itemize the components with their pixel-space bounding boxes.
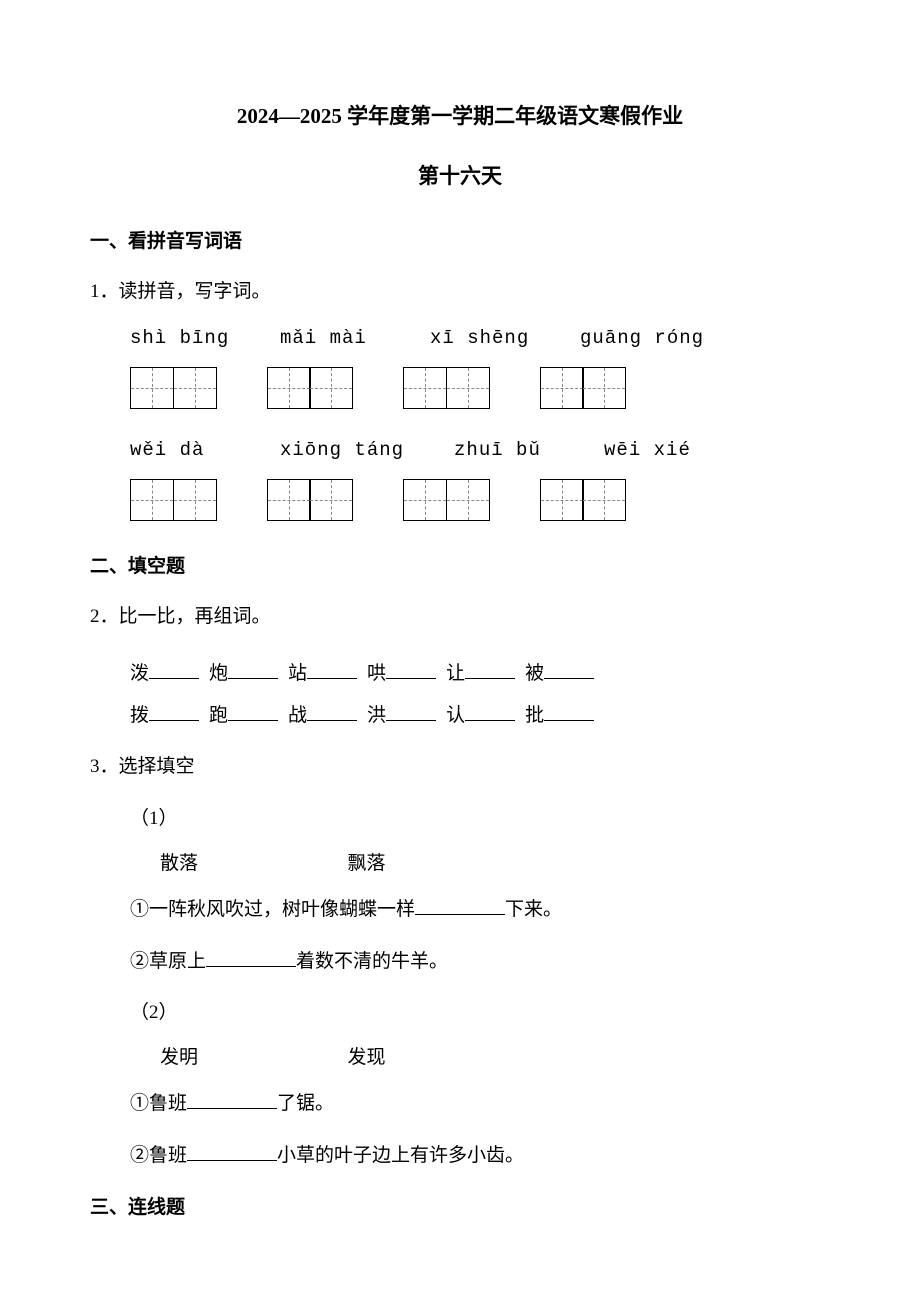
choice-word: 发明 [160, 1047, 198, 1068]
q3-group2-num: （2） [130, 997, 830, 1024]
char-box[interactable] [582, 367, 626, 409]
sentence-post: 了锯。 [277, 1093, 334, 1114]
fill-blank[interactable] [386, 660, 436, 679]
question-1-prompt: 1．读拼音，写字词。 [90, 277, 830, 307]
char-box-group [403, 479, 490, 521]
char-box[interactable] [309, 479, 353, 521]
section-1-header: 一、看拼音写词语 [90, 226, 830, 253]
document-subtitle: 第十六天 [90, 160, 830, 190]
fill-blank[interactable] [465, 702, 515, 721]
char-box-group [540, 367, 627, 409]
char-box-group [403, 367, 490, 409]
box-row-2 [130, 479, 830, 521]
char: 被 [525, 663, 544, 684]
sentence-pre: ①鲁班 [130, 1093, 187, 1114]
char: 站 [288, 663, 307, 684]
choice-word: 散落 [160, 853, 198, 874]
pinyin-8: wēi xié [604, 439, 704, 461]
pinyin-4: guāng róng [580, 327, 704, 349]
char-box[interactable] [267, 367, 311, 409]
fill-blank[interactable] [544, 660, 594, 679]
pinyin-5: wěi dà [130, 439, 230, 461]
char-box[interactable] [540, 367, 584, 409]
sentence-post: 着数不清的牛羊。 [296, 951, 448, 972]
char-box[interactable] [446, 367, 490, 409]
char-box[interactable] [403, 367, 447, 409]
char-box[interactable] [540, 479, 584, 521]
char-box[interactable] [173, 367, 217, 409]
sentence-pre: ②草原上 [130, 951, 206, 972]
fill-blank[interactable] [187, 1090, 277, 1109]
fill-blank[interactable] [386, 702, 436, 721]
q3-group1-num: （1） [130, 803, 830, 830]
fill-blank[interactable] [465, 660, 515, 679]
pinyin-row-1: shì bīng mǎi mài xī shēng guāng róng [130, 327, 830, 349]
compare-row-1: 泼 炮 站 哄 让 被 拨 跑 战 洪 认 批 [130, 653, 830, 737]
char-box[interactable] [267, 479, 311, 521]
char-box[interactable] [173, 479, 217, 521]
fill-blank[interactable] [307, 702, 357, 721]
sentence-pre: ②鲁班 [130, 1145, 187, 1166]
pinyin-3: xī shēng [430, 327, 530, 349]
fill-blank[interactable] [307, 660, 357, 679]
char: 认 [446, 705, 465, 726]
char-box[interactable] [446, 479, 490, 521]
char-box[interactable] [403, 479, 447, 521]
choice-word: 飘落 [348, 853, 386, 874]
char-box-group [130, 479, 217, 521]
q3-g1-s2: ②草原上 着数不清的牛羊。 [130, 945, 830, 979]
char: 批 [525, 705, 544, 726]
pinyin-1: shì bīng [130, 327, 230, 349]
section-2-header: 二、填空题 [90, 551, 830, 578]
char-box-group [540, 479, 627, 521]
pinyin-7: zhuī bǔ [454, 439, 554, 461]
fill-blank[interactable] [228, 660, 278, 679]
q3-group2-choices: 发明 发现 [160, 1042, 830, 1069]
fill-blank[interactable] [206, 948, 296, 967]
q3-g2-s2: ②鲁班 小草的叶子边上有许多小齿。 [130, 1139, 830, 1173]
char-box[interactable] [130, 479, 174, 521]
pinyin-row-2: wěi dà xiōng táng zhuī bǔ wēi xié [130, 439, 830, 461]
pinyin-6: xiōng táng [280, 439, 404, 461]
sentence-pre: ①一阵秋风吹过，树叶像蝴蝶一样 [130, 899, 415, 920]
char: 泼 [130, 663, 149, 684]
char: 炮 [209, 663, 228, 684]
fill-blank[interactable] [149, 660, 199, 679]
char-box[interactable] [582, 479, 626, 521]
fill-blank[interactable] [187, 1142, 277, 1161]
char: 哄 [367, 663, 386, 684]
fill-blank[interactable] [149, 702, 199, 721]
q3-g1-s1: ①一阵秋风吹过，树叶像蝴蝶一样 下来。 [130, 893, 830, 927]
char: 跑 [209, 705, 228, 726]
fill-blank[interactable] [415, 896, 505, 915]
question-3-prompt: 3．选择填空 [90, 752, 830, 782]
box-row-1 [130, 367, 830, 409]
char: 战 [288, 705, 307, 726]
q3-group1-choices: 散落 飘落 [160, 848, 830, 875]
pinyin-2: mǎi mài [280, 327, 380, 349]
fill-blank[interactable] [544, 702, 594, 721]
char-box[interactable] [309, 367, 353, 409]
char-box-group [130, 367, 217, 409]
section-3-header: 三、连线题 [90, 1192, 830, 1219]
char-box[interactable] [130, 367, 174, 409]
char: 让 [446, 663, 465, 684]
char: 拨 [130, 705, 149, 726]
sentence-post: 小草的叶子边上有许多小齿。 [277, 1145, 524, 1166]
char-box-group [267, 479, 354, 521]
document-title: 2024—2025 学年度第一学期二年级语文寒假作业 [90, 100, 830, 130]
choice-word: 发现 [348, 1047, 386, 1068]
sentence-post: 下来。 [505, 899, 562, 920]
q3-g2-s1: ①鲁班 了锯。 [130, 1087, 830, 1121]
question-2-prompt: 2．比一比，再组词。 [90, 602, 830, 632]
fill-blank[interactable] [228, 702, 278, 721]
char: 洪 [367, 705, 386, 726]
char-box-group [267, 367, 354, 409]
